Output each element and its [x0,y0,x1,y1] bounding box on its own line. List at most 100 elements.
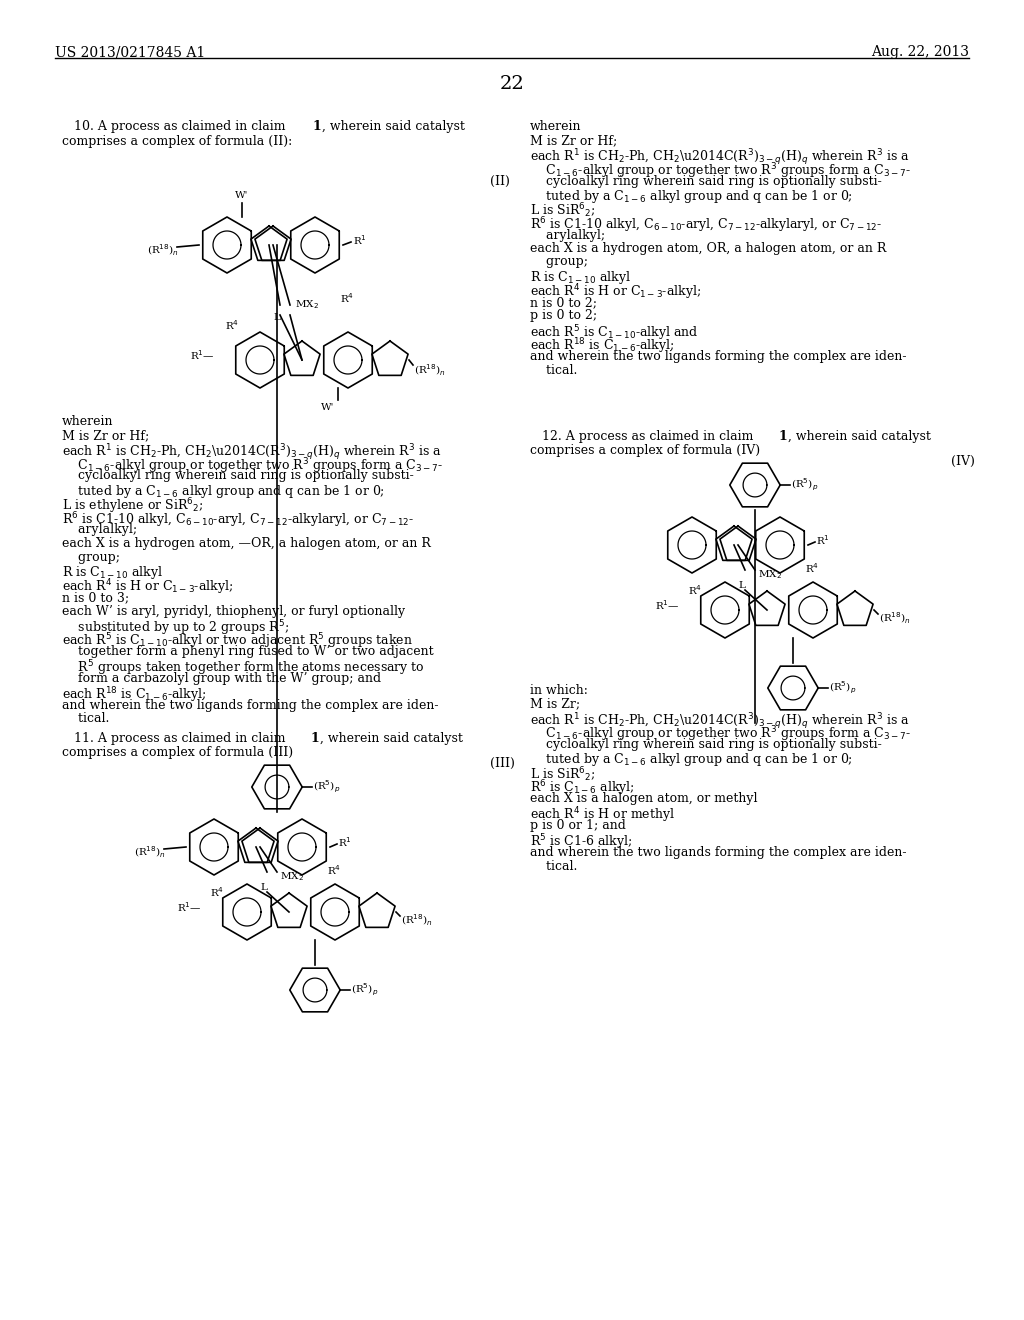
Text: R$^1$: R$^1$ [816,533,829,546]
Text: (III): (III) [490,756,515,770]
Text: each R$^4$ is H or C$_{1-3}$-alkyl;: each R$^4$ is H or C$_{1-3}$-alkyl; [62,578,233,597]
Text: group;: group; [62,550,120,564]
Text: R$^4$: R$^4$ [327,863,341,876]
Text: (R$^5$)$_p$: (R$^5$)$_p$ [351,982,378,998]
Text: arylalkyl;: arylalkyl; [62,524,137,536]
Text: (R$^{18}$)$_n$: (R$^{18}$)$_n$ [879,610,910,626]
Text: each R$^{18}$ is C$_{1-6}$-alkyl;: each R$^{18}$ is C$_{1-6}$-alkyl; [62,685,207,705]
Text: p is 0 to 2;: p is 0 to 2; [530,309,597,322]
Text: wherein: wherein [530,120,582,133]
Text: R$^5$ groups taken together form the atoms necessary to: R$^5$ groups taken together form the ato… [62,659,425,678]
Text: M is Zr;: M is Zr; [530,697,581,710]
Text: each W’ is aryl, pyridyl, thiophenyl, or furyl optionally: each W’ is aryl, pyridyl, thiophenyl, or… [62,605,406,618]
Text: R is C$_{1-10}$ alkyl: R is C$_{1-10}$ alkyl [62,564,163,581]
Text: R$^6$ is C1-10 alkyl, C$_{6-10}$-aryl, C$_{7-12}$-alkylaryl, or C$_{7-12}$-: R$^6$ is C1-10 alkyl, C$_{6-10}$-aryl, C… [530,215,883,235]
Text: R$^1$—: R$^1$— [655,598,680,612]
Text: (II): (II) [490,176,510,187]
Text: W': W' [236,190,249,199]
Text: tical.: tical. [530,363,578,376]
Text: each R$^5$ is C$_{1-10}$-alkyl or two adjacent R$^5$ groups taken: each R$^5$ is C$_{1-10}$-alkyl or two ad… [62,631,413,651]
Text: each R$^1$ is CH$_2$-Ph, CH$_2$\u2014C(R$^3$)$_{3-q}$(H)$_q$ wherein R$^3$ is a: each R$^1$ is CH$_2$-Ph, CH$_2$\u2014C(R… [62,442,441,463]
Text: and wherein the two ligands forming the complex are iden-: and wherein the two ligands forming the … [530,846,906,859]
Text: L: L [273,314,280,322]
Text: together form a phenyl ring fused to W’ or two adjacent: together form a phenyl ring fused to W’ … [62,645,433,657]
Text: US 2013/0217845 A1: US 2013/0217845 A1 [55,45,205,59]
Text: each X is a hydrogen atom, —OR, a halogen atom, or an R: each X is a hydrogen atom, —OR, a haloge… [62,537,431,550]
Text: each R$^1$ is CH$_2$-Ph, CH$_2$\u2014C(R$^3$)$_{3-q}$(H)$_q$ wherein R$^3$ is a: each R$^1$ is CH$_2$-Ph, CH$_2$\u2014C(R… [530,148,909,168]
Text: (R$^{18}$)$_n$: (R$^{18}$)$_n$ [134,845,166,859]
Text: each R$^{18}$ is C$_{1-6}$-alkyl;: each R$^{18}$ is C$_{1-6}$-alkyl; [530,337,675,356]
Text: arylalkyl;: arylalkyl; [530,228,605,242]
Text: MX$_2$: MX$_2$ [280,871,304,883]
Text: (R$^5$)$_p$: (R$^5$)$_p$ [829,680,856,696]
Text: n is 0 to 2;: n is 0 to 2; [530,296,597,309]
Text: , wherein said catalyst: , wherein said catalyst [322,120,465,133]
Text: tuted by a C$_{1-6}$ alkyl group and q can be 1 or 0;: tuted by a C$_{1-6}$ alkyl group and q c… [530,751,853,768]
Text: W': W' [322,404,335,412]
Text: (R$^{18}$)$_n$: (R$^{18}$)$_n$ [401,912,433,928]
Text: p is 0 or 1; and: p is 0 or 1; and [530,818,626,832]
Text: cycloalkyl ring wherein said ring is optionally substi-: cycloalkyl ring wherein said ring is opt… [530,174,882,187]
Text: R is C$_{1-10}$ alkyl: R is C$_{1-10}$ alkyl [530,269,631,286]
Text: each X is a halogen atom, or methyl: each X is a halogen atom, or methyl [530,792,758,805]
Text: comprises a complex of formula (IV): comprises a complex of formula (IV) [530,444,760,457]
Text: 1: 1 [310,733,318,744]
Text: R$^4$: R$^4$ [688,583,702,597]
Text: Aug. 22, 2013: Aug. 22, 2013 [871,45,969,59]
Text: and wherein the two ligands forming the complex are iden-: and wherein the two ligands forming the … [62,700,438,711]
Text: each R$^4$ is H or C$_{1-3}$-alkyl;: each R$^4$ is H or C$_{1-3}$-alkyl; [530,282,701,302]
Text: L: L [260,883,267,891]
Text: L is SiR$^6$$_2$;: L is SiR$^6$$_2$; [530,766,596,784]
Text: 1: 1 [778,430,786,444]
Text: each X is a hydrogen atom, OR, a halogen atom, or an R: each X is a hydrogen atom, OR, a halogen… [530,242,887,255]
Text: and wherein the two ligands forming the complex are iden-: and wherein the two ligands forming the … [530,350,906,363]
Text: form a carbazolyl group with the W’ group; and: form a carbazolyl group with the W’ grou… [62,672,381,685]
Text: C$_{1-6}$-alkyl group or together two R$^3$ groups form a C$_{3-7}$-: C$_{1-6}$-alkyl group or together two R$… [62,455,443,475]
Text: R$^4$: R$^4$ [210,886,224,899]
Text: M is Zr or Hf;: M is Zr or Hf; [530,135,617,147]
Text: R$^4$: R$^4$ [805,561,819,576]
Text: R$^6$ is C$_{1-6}$ alkyl;: R$^6$ is C$_{1-6}$ alkyl; [530,779,635,799]
Text: cycloalkyl ring wherein said ring is optionally substi-: cycloalkyl ring wherein said ring is opt… [62,470,414,483]
Text: , wherein said catalyst: , wherein said catalyst [319,733,463,744]
Text: MX$_2$: MX$_2$ [295,298,318,312]
Text: tical.: tical. [62,713,110,726]
Text: R$^1$—: R$^1$— [177,900,202,913]
Text: L is ethylene or SiR$^6$$_2$;: L is ethylene or SiR$^6$$_2$; [62,496,204,516]
Text: R$^5$ is C1-6 alkyl;: R$^5$ is C1-6 alkyl; [530,833,633,853]
Text: (IV): (IV) [951,455,975,469]
Text: wherein: wherein [62,414,114,428]
Text: 22: 22 [500,75,524,92]
Text: group;: group; [530,256,588,268]
Text: each R$^1$ is CH$_2$-Ph, CH$_2$\u2014C(R$^3$)$_{3-q}$(H)$_q$ wherein R$^3$ is a: each R$^1$ is CH$_2$-Ph, CH$_2$\u2014C(R… [530,711,909,731]
Text: (R$^{18}$)$_n$: (R$^{18}$)$_n$ [147,243,179,257]
Text: substituted by up to 2 groups R$^5$;: substituted by up to 2 groups R$^5$; [62,618,289,638]
Text: L: L [738,581,744,590]
Text: R$^4$: R$^4$ [225,318,240,331]
Text: (R$^{18}$)$_n$: (R$^{18}$)$_n$ [414,362,445,378]
Text: R$^6$ is C1-10 alkyl, C$_{6-10}$-aryl, C$_{7-12}$-alkylaryl, or C$_{7-12}$-: R$^6$ is C1-10 alkyl, C$_{6-10}$-aryl, C… [62,510,415,529]
Text: R$^1$—: R$^1$— [190,348,215,362]
Text: R$^4$: R$^4$ [340,292,354,305]
Text: (R$^5$)$_p$: (R$^5$)$_p$ [313,779,340,795]
Text: (R$^5$)$_p$: (R$^5$)$_p$ [791,477,818,494]
Text: C$_{1-6}$-alkyl group or together two R$^3$ groups form a C$_{3-7}$-: C$_{1-6}$-alkyl group or together two R$… [530,725,911,744]
Text: each R$^5$ is C$_{1-10}$-alkyl and: each R$^5$ is C$_{1-10}$-alkyl and [530,323,698,343]
Text: tuted by a C$_{1-6}$ alkyl group and q can be 1 or 0;: tuted by a C$_{1-6}$ alkyl group and q c… [62,483,385,500]
Text: tuted by a C$_{1-6}$ alkyl group and q can be 1 or 0;: tuted by a C$_{1-6}$ alkyl group and q c… [530,187,853,205]
Text: 10. A process as claimed in claim: 10. A process as claimed in claim [62,120,290,133]
Text: , wherein said catalyst: , wherein said catalyst [788,430,931,444]
Text: MX$_2$: MX$_2$ [758,569,782,581]
Text: 1: 1 [312,120,321,133]
Text: 12. A process as claimed in claim: 12. A process as claimed in claim [530,430,758,444]
Text: M is Zr or Hf;: M is Zr or Hf; [62,429,150,442]
Text: each R$^4$ is H or methyl: each R$^4$ is H or methyl [530,805,675,825]
Text: R$^1$: R$^1$ [338,836,352,849]
Text: comprises a complex of formula (III): comprises a complex of formula (III) [62,746,293,759]
Text: C$_{1-6}$-alkyl group or together two R$^3$ groups form a C$_{3-7}$-: C$_{1-6}$-alkyl group or together two R$… [530,161,911,181]
Text: 11. A process as claimed in claim: 11. A process as claimed in claim [62,733,290,744]
Text: tical.: tical. [530,859,578,873]
Text: comprises a complex of formula (II):: comprises a complex of formula (II): [62,135,292,148]
Text: L is SiR$^6$$_2$;: L is SiR$^6$$_2$; [530,202,596,220]
Text: n is 0 to 3;: n is 0 to 3; [62,591,129,605]
